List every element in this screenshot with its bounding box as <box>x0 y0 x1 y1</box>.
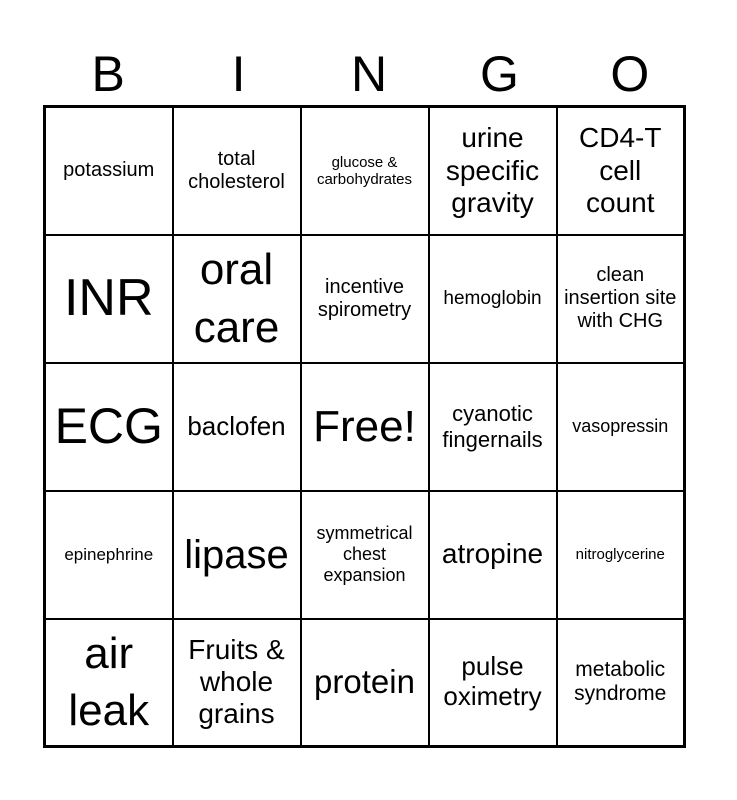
bingo-cell[interactable]: urine specific gravity <box>427 105 558 236</box>
bingo-cell[interactable]: nitroglycerine <box>555 489 686 620</box>
header-letter-g: G <box>479 46 519 102</box>
bingo-cell[interactable]: Fruits & whole grains <box>171 617 302 748</box>
grid-row: air leak Fruits & whole grains protein p… <box>43 617 686 748</box>
bingo-cell[interactable]: clean insertion site with CHG <box>555 233 686 364</box>
grid-row: INR oral care incentive spirometry hemog… <box>43 233 686 364</box>
header-letter-o: O <box>610 46 650 102</box>
bingo-cell[interactable]: metabolic syndrome <box>555 617 686 748</box>
bingo-cell[interactable]: incentive spirometry <box>299 233 430 364</box>
bingo-cell[interactable]: total cholesterol <box>171 105 302 236</box>
bingo-cell[interactable]: ECG <box>43 361 174 492</box>
bingo-cell[interactable]: symmetrical chest expansion <box>299 489 430 620</box>
bingo-cell[interactable]: glucose & carbohydrates <box>299 105 430 236</box>
bingo-cell[interactable]: INR <box>43 233 174 364</box>
header-letter-b: B <box>91 46 125 102</box>
header-letter-n: N <box>350 46 388 102</box>
header-letter-i: I <box>231 46 246 102</box>
grid-row: ECG baclofen Free! cyanotic fingernails … <box>43 361 686 492</box>
bingo-cell[interactable]: hemoglobin <box>427 233 558 364</box>
bingo-cell[interactable]: lipase <box>171 489 302 620</box>
bingo-grid: potassium total cholesterol glucose & ca… <box>43 105 686 748</box>
bingo-cell[interactable]: CD4-T cell count <box>555 105 686 236</box>
bingo-cell[interactable]: epinephrine <box>43 489 174 620</box>
bingo-cell[interactable]: air leak <box>43 617 174 748</box>
bingo-cell[interactable]: pulse oximetry <box>427 617 558 748</box>
bingo-cell[interactable]: protein <box>299 617 430 748</box>
grid-row: epinephrine lipase symmetrical chest exp… <box>43 489 686 620</box>
bingo-header: B I N G O <box>43 44 695 104</box>
free-space-cell[interactable]: Free! <box>299 361 430 492</box>
bingo-cell[interactable]: vasopressin <box>555 361 686 492</box>
bingo-cell[interactable]: baclofen <box>171 361 302 492</box>
bingo-cell[interactable]: atropine <box>427 489 558 620</box>
grid-row: potassium total cholesterol glucose & ca… <box>43 105 686 236</box>
bingo-cell[interactable]: potassium <box>43 105 174 236</box>
bingo-cell[interactable]: cyanotic fingernails <box>427 361 558 492</box>
bingo-cell[interactable]: oral care <box>171 233 302 364</box>
